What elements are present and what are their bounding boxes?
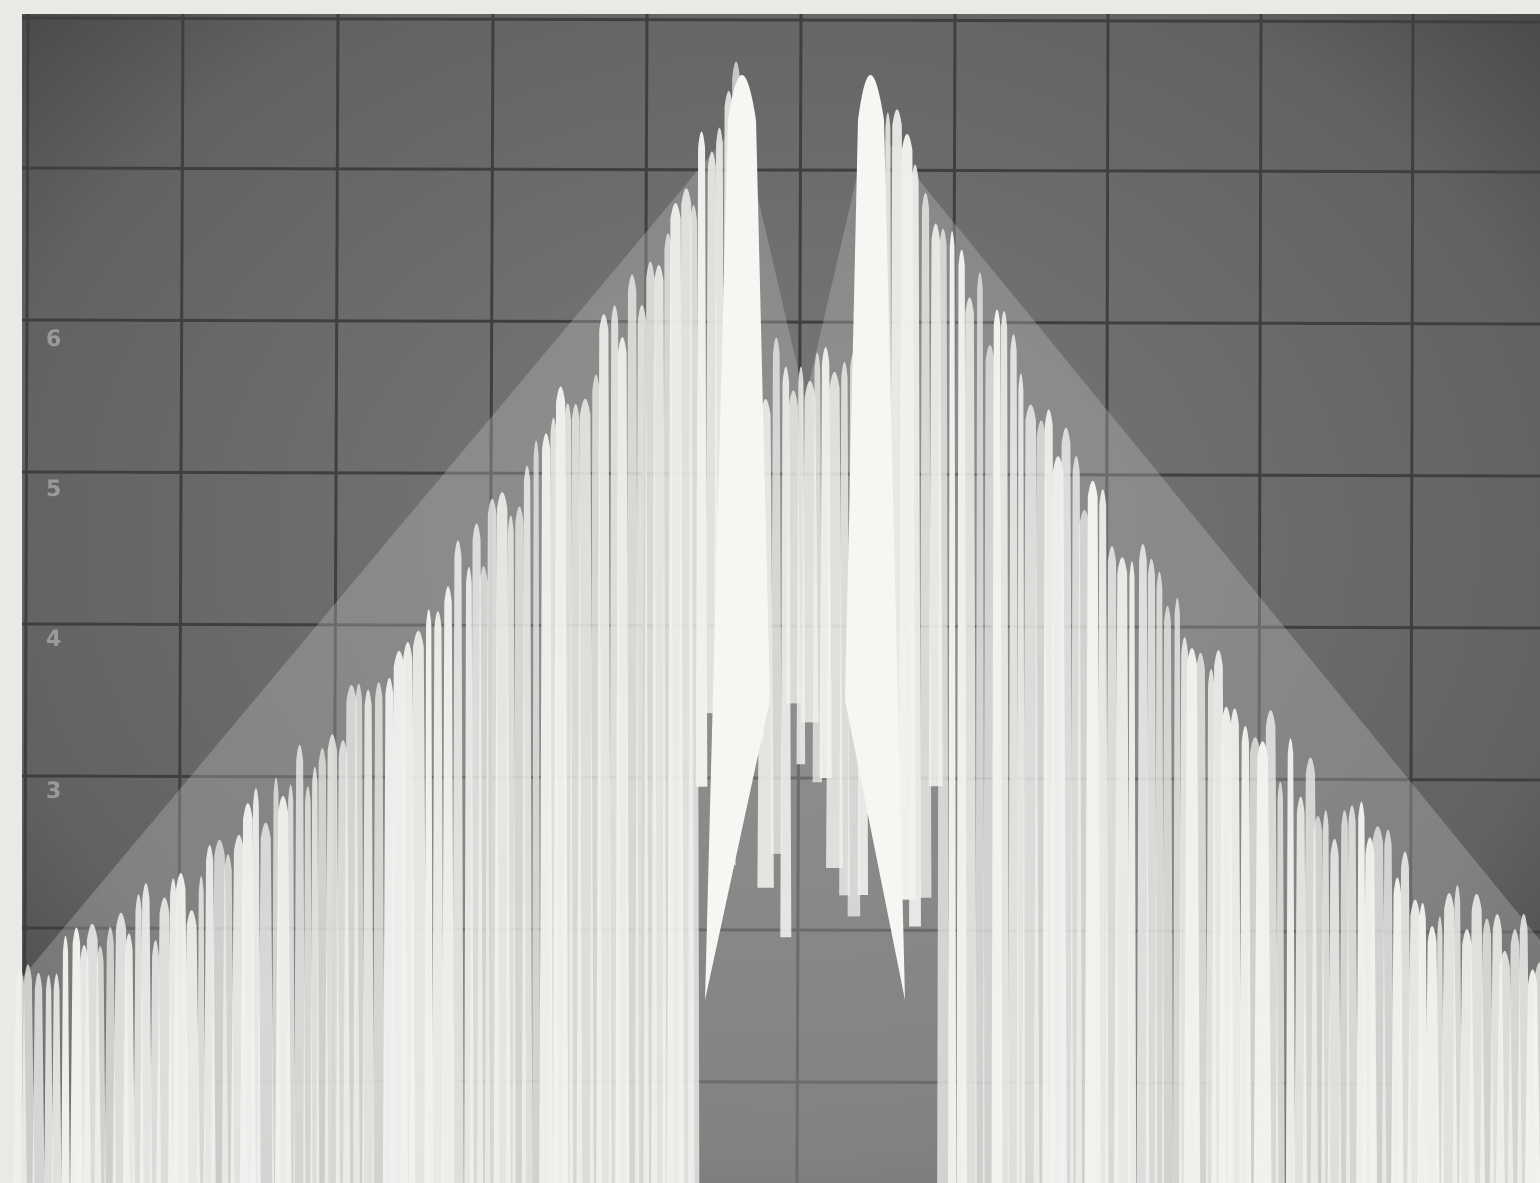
graticule-label: 3 [46,779,61,804]
oscilloscope-photo: 6 5 4 3 [0,0,1540,1183]
graticule-label: 4 [46,627,61,652]
graticule-label: 5 [46,477,61,502]
page: 6 5 4 3 (() => { const data = JSON.parse… [0,0,1540,1183]
graticule-label: 6 [46,327,61,352]
